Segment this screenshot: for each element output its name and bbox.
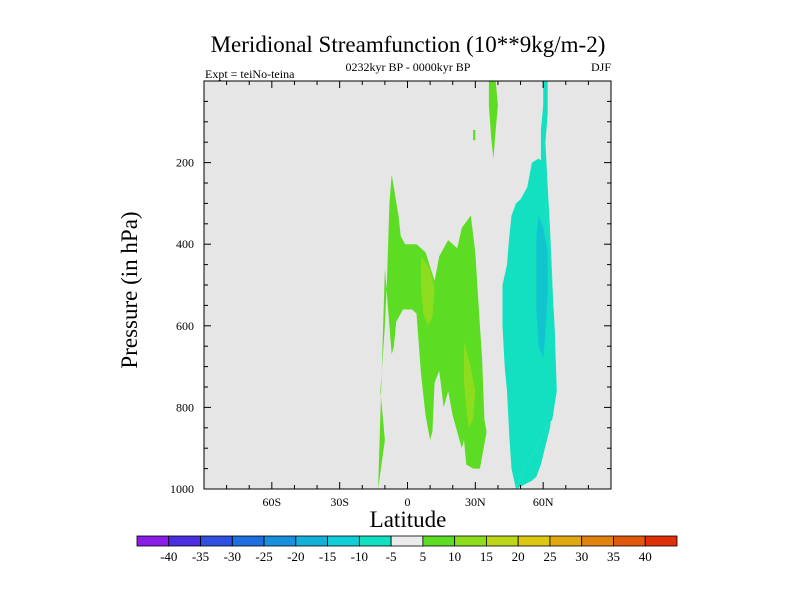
colorbar-label-2: -30 <box>224 549 241 564</box>
y-axis-label: Pressure (in hPa) <box>117 211 142 368</box>
contour-region-2 <box>464 342 476 428</box>
colorbar: -40 -35 -30 -25 -20 -15 -10 -5 5 10 15 20 25 30 35 40 <box>136 535 678 564</box>
colorbar-label-9: 10 <box>448 549 461 564</box>
colorbar-label-6: -10 <box>351 549 368 564</box>
colorbar-label-0: -40 <box>160 549 177 564</box>
axis-ticks: 60S 30S 0 30N 60N 200 400 600 800 1000 <box>170 81 611 509</box>
colorbar-swatch-13 <box>549 535 583 547</box>
colorbar-swatch-0 <box>136 535 170 547</box>
y-tick-label-4: 1000 <box>170 482 194 496</box>
contour-region-3 <box>488 81 498 159</box>
colorbar-label-12: 25 <box>543 549 556 564</box>
colorbar-swatch-4 <box>263 535 297 547</box>
y-tick-label-0: 200 <box>176 156 194 170</box>
experiment-label: Expt = teiNo-teina <box>205 67 295 81</box>
chart-title: Meridional Streamfunction (10**9kg/m-2) <box>211 32 606 57</box>
x-tick-label-1: 30S <box>330 495 349 509</box>
x-tick-label-4: 60N <box>533 495 554 509</box>
contour-region-7 <box>536 215 548 359</box>
contour-region-5 <box>516 81 557 489</box>
y-tick-label-1: 400 <box>176 237 194 251</box>
colorbar-swatch-11 <box>486 535 519 547</box>
colorbar-swatch-12 <box>517 535 551 547</box>
y-tick-label-2: 600 <box>176 319 194 333</box>
colorbar-swatch-2 <box>200 535 233 547</box>
colorbar-swatch-5 <box>295 535 328 547</box>
x-tick-label-2: 0 <box>405 495 411 509</box>
colorbar-label-15: 40 <box>639 549 652 564</box>
colorbar-label-13: 30 <box>575 549 588 564</box>
colorbar-swatch-7 <box>358 535 392 547</box>
colorbar-swatch-8 <box>390 535 424 547</box>
colorbar-swatch-6 <box>327 535 360 547</box>
plot-area: 60S 30S 0 30N 60N 200 400 600 800 1000 <box>170 80 612 509</box>
x-axis-label: Latitude <box>370 507 447 532</box>
colorbar-label-11: 20 <box>512 549 525 564</box>
colorbar-swatch-10 <box>454 535 487 547</box>
colorbar-label-4: -20 <box>287 549 304 564</box>
season-label: DJF <box>591 60 611 74</box>
colorbar-label-14: 35 <box>607 549 620 564</box>
contour-region-0 <box>378 174 487 490</box>
contour-region-4 <box>473 130 476 141</box>
contour-regions <box>378 81 557 490</box>
colorbar-label-8: 5 <box>420 549 427 564</box>
x-tick-label-3: 30N <box>465 495 486 509</box>
contour-region-1 <box>421 256 435 326</box>
colorbar-label-3: -25 <box>255 549 272 564</box>
colorbar-swatch-3 <box>231 535 265 547</box>
colorbar-swatch-1 <box>168 535 201 547</box>
colorbar-label-7: -5 <box>386 549 397 564</box>
colorbar-label-5: -15 <box>319 549 336 564</box>
y-tick-label-3: 800 <box>176 400 194 414</box>
colorbar-swatch-15 <box>613 535 646 547</box>
time-range-label: 0232kyr BP - 0000kyr BP <box>346 60 471 74</box>
colorbar-label-1: -35 <box>192 549 209 564</box>
colorbar-swatch-9 <box>422 535 456 547</box>
colorbar-swatch-14 <box>581 535 614 547</box>
x-tick-label-0: 60S <box>262 495 281 509</box>
colorbar-swatch-16 <box>644 535 678 547</box>
colorbar-label-10: 15 <box>480 549 493 564</box>
